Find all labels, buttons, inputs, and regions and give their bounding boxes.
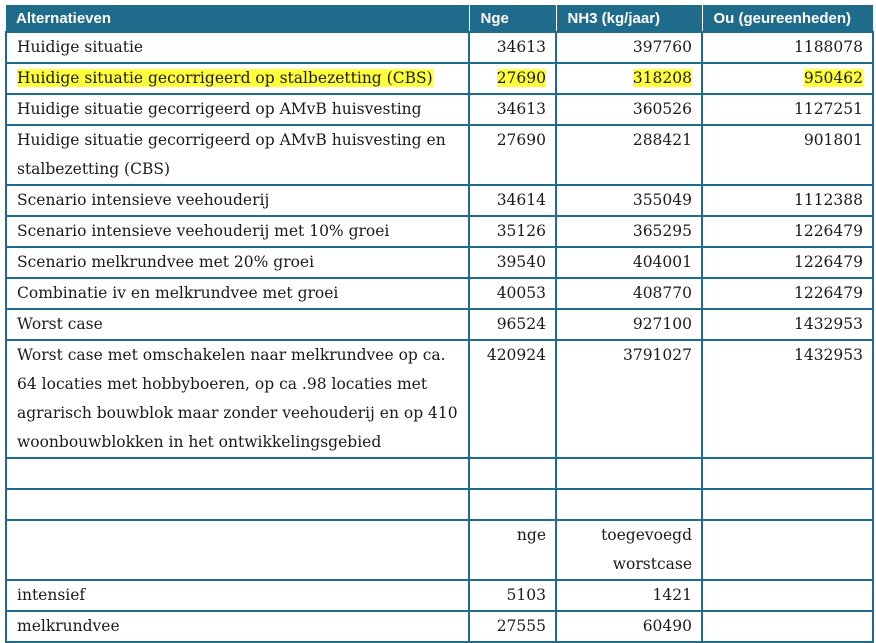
row-label: intensief [5, 579, 470, 612]
table-row: Scenario intensieve veehouderij 34614 35… [5, 184, 874, 217]
row-nh3: 360526 [555, 93, 703, 126]
row-nge: 35126 [468, 215, 557, 248]
header-ou: Ou (geureenheden) [701, 5, 873, 32]
row-nh3: 355049 [555, 184, 703, 217]
row-ou: 1188078 [701, 31, 874, 64]
row-nge: 27690 [468, 62, 557, 95]
header-nge: Nge [468, 5, 556, 32]
empty-cell [701, 519, 874, 581]
row-label: Worst case met omschakelen naar melkrund… [5, 339, 470, 459]
row-ou: 1112388 [701, 184, 874, 217]
row-nh3: 404001 [555, 246, 703, 279]
empty-cell [701, 579, 874, 612]
header-nh3: NH3 (kg/jaar) [555, 5, 702, 32]
empty-cell [5, 488, 470, 521]
row-nge: 5103 [468, 579, 557, 612]
row-ou: 901801 [701, 124, 874, 186]
table-row: Huidige situatie gecorrigeerd op stalbez… [5, 62, 874, 95]
row-nh3: 927100 [555, 308, 703, 341]
row-added: 1421 [555, 579, 703, 612]
row-ou: 1226479 [701, 246, 874, 279]
subheader-added: toegevoegd worstcase [555, 519, 703, 581]
row-nh3: 3791027 [555, 339, 703, 459]
empty-cell [5, 457, 470, 490]
row-ou: 1226479 [701, 215, 874, 248]
row-ou: 1226479 [701, 277, 874, 310]
empty-row [5, 488, 874, 521]
row-nge: 40053 [468, 277, 557, 310]
table-row: Worst case met omschakelen naar melkrund… [5, 339, 874, 459]
highlighted-nge: 27690 [496, 69, 546, 87]
row-nge: 27690 [468, 124, 557, 186]
row-nge: 34614 [468, 184, 557, 217]
empty-cell [555, 457, 703, 490]
row-label: Huidige situatie gecorrigeerd op AMvB hu… [5, 93, 470, 126]
empty-row [5, 457, 874, 490]
highlighted-nh3: 318208 [632, 69, 692, 87]
table-header-row: Alternatieven Nge NH3 (kg/jaar) Ou (geur… [6, 5, 873, 32]
highlighted-ou: 950462 [803, 69, 863, 87]
table-row: Worst case 96524 927100 1432953 [5, 308, 874, 341]
row-ou: 1432953 [701, 339, 874, 459]
table-row: Huidige situatie 34613 397760 1188078 [5, 31, 874, 64]
table-row: Huidige situatie gecorrigeerd op AMvB hu… [5, 124, 874, 186]
row-label: Scenario intensieve veehouderij met 10% … [5, 215, 470, 248]
empty-cell [555, 488, 703, 521]
row-ou: 1432953 [701, 308, 874, 341]
subheader-nge: nge [468, 519, 557, 581]
empty-cell [468, 457, 557, 490]
row-label: Huidige situatie gecorrigeerd op AMvB hu… [5, 124, 470, 186]
subheader-row: nge toegevoegd worstcase [5, 519, 874, 581]
row-nge: 420924 [468, 339, 557, 459]
row-nh3: 318208 [555, 62, 703, 95]
row-nge: 96524 [468, 308, 557, 341]
table-row: intensief 5103 1421 [5, 579, 874, 612]
row-nh3: 408770 [555, 277, 703, 310]
table-row: Scenario intensieve veehouderij met 10% … [5, 215, 874, 248]
row-nge: 34613 [468, 93, 557, 126]
alternatives-table: Alternatieven Nge NH3 (kg/jaar) Ou (geur… [5, 5, 874, 643]
row-label: Huidige situatie gecorrigeerd op stalbez… [5, 62, 470, 95]
row-ou: 1127251 [701, 93, 874, 126]
highlighted-label: Huidige situatie gecorrigeerd op stalbez… [17, 69, 433, 87]
row-nh3: 397760 [555, 31, 703, 64]
empty-cell [468, 488, 557, 521]
row-nh3: 288421 [555, 124, 703, 186]
row-ou: 950462 [701, 62, 874, 95]
table-row: Huidige situatie gecorrigeerd op AMvB hu… [5, 93, 874, 126]
row-nh3: 365295 [555, 215, 703, 248]
row-label: Worst case [5, 308, 470, 341]
row-label: Scenario melkrundvee met 20% groei [5, 246, 470, 279]
row-label: Huidige situatie [5, 31, 470, 64]
table-row: Scenario melkrundvee met 20% groei 39540… [5, 246, 874, 279]
empty-cell [701, 457, 874, 490]
empty-cell [701, 488, 874, 521]
row-nge: 34613 [468, 31, 557, 64]
empty-cell [5, 519, 470, 581]
row-label: Scenario intensieve veehouderij [5, 184, 470, 217]
table-row: Combinatie iv en melkrundvee met groei 4… [5, 277, 874, 310]
row-label: Combinatie iv en melkrundvee met groei [5, 277, 470, 310]
row-nge: 39540 [468, 246, 557, 279]
header-alternatieven: Alternatieven [6, 5, 469, 32]
